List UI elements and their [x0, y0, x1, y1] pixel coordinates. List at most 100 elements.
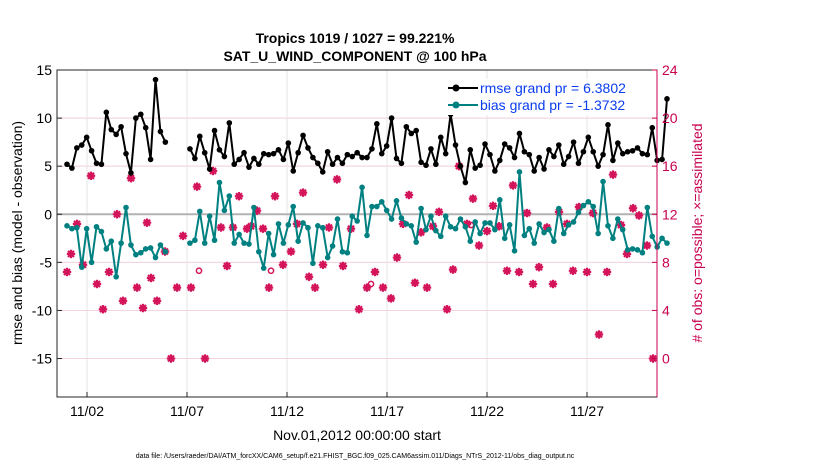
bias-point — [452, 225, 459, 232]
bias-point — [541, 229, 547, 236]
obs-assimilated-marker — [474, 241, 484, 250]
rmse-point — [78, 142, 85, 148]
obs-assimilated-marker — [62, 267, 72, 277]
obs-assimilated-marker — [132, 283, 142, 292]
bias-point — [639, 249, 646, 256]
x-axis-label: Nov.01,2012 00:00:00 start — [273, 427, 441, 443]
bias-point — [624, 247, 631, 253]
obs-assimilated-marker — [508, 181, 518, 190]
legend-bias-marker — [452, 101, 460, 109]
rmse-point — [88, 147, 95, 154]
bias-point — [378, 198, 385, 205]
rmse-point — [226, 120, 233, 126]
obs-assimilated-marker — [264, 283, 274, 292]
y2-tick-label: 8 — [662, 254, 670, 270]
bias-point — [521, 232, 528, 239]
data-file-footnote: data file: /Users/raeder/DAI/ATM_forcXX/… — [136, 453, 575, 460]
obs-assimilated-marker — [166, 354, 176, 363]
obs-assimilated-marker — [118, 296, 128, 306]
obs-assimilated-marker — [354, 305, 364, 314]
bias-point — [556, 205, 562, 212]
bias-point — [78, 264, 85, 270]
obs-assimilated-marker — [200, 354, 210, 363]
obs-assimilated-marker — [332, 175, 342, 184]
rmse-point — [501, 141, 508, 147]
bias-point — [290, 203, 297, 210]
obs-assimilated-marker — [378, 283, 388, 292]
rmse-point — [590, 148, 597, 155]
rmse-point — [629, 147, 636, 154]
rmse-point — [290, 168, 297, 174]
y2-tick-label: 4 — [662, 302, 670, 318]
x-tick-label: 11/07 — [170, 403, 204, 419]
bias-point — [113, 273, 119, 280]
rmse-point — [157, 128, 164, 135]
bias-point — [64, 223, 70, 229]
rmse-point — [108, 126, 115, 133]
bias-point — [565, 222, 572, 228]
bias-point — [398, 215, 405, 221]
rmse-point — [565, 153, 572, 160]
bias-point — [147, 245, 154, 251]
bias-point — [305, 224, 311, 231]
rmse-point — [615, 140, 621, 146]
rmse-point — [275, 147, 282, 153]
bias-point — [595, 230, 601, 237]
rmse-point — [610, 157, 616, 164]
rmse-point — [329, 161, 336, 168]
rmse-point — [187, 146, 193, 152]
bias-point — [349, 213, 356, 219]
bias-point — [251, 204, 257, 211]
rmse-point — [418, 159, 424, 166]
rmse-point — [354, 149, 360, 156]
rmse-point — [541, 166, 547, 172]
bias-point — [364, 232, 370, 239]
y2-tick-label: 20 — [662, 110, 678, 126]
obs-assimilated-marker — [482, 226, 492, 236]
rmse-point — [83, 134, 90, 141]
obs-assimilated-marker — [442, 305, 452, 314]
obs-assimilated-marker — [502, 266, 512, 275]
y2-tick-label: 0 — [662, 351, 670, 367]
bias-point — [226, 193, 233, 199]
bias-point — [659, 235, 665, 242]
rmse-point — [462, 179, 469, 186]
obs-assimilated-marker — [488, 201, 498, 211]
bias-point — [196, 208, 203, 215]
obs-assimilated-marker — [594, 330, 604, 339]
bias-point — [270, 251, 277, 258]
bias-point — [560, 230, 567, 237]
rmse-point — [236, 156, 242, 163]
y-tick-label: 10 — [36, 110, 52, 126]
rmse-point — [64, 161, 70, 168]
rmse-point — [315, 160, 321, 167]
rmse-point — [103, 109, 110, 116]
obs-assimilated-marker — [178, 231, 188, 241]
rmse-point — [575, 160, 582, 167]
rmse-point — [433, 161, 439, 168]
rmse-point — [585, 134, 592, 141]
bias-point — [285, 222, 292, 228]
bias-point — [216, 179, 223, 186]
bias-point — [423, 226, 429, 233]
obs-assimilated-marker — [222, 261, 232, 271]
bias-point — [118, 240, 124, 246]
bias-point — [403, 221, 410, 227]
axis-ticks: 11/02 11/07 11/12 11/17 11/22 11/27 -15 -10 -5 0 5… — [32, 62, 678, 419]
rmse-point — [241, 149, 247, 156]
bias-series — [64, 169, 670, 280]
rmse-point — [398, 160, 405, 167]
bias-point — [236, 231, 242, 238]
rmse-point — [147, 156, 154, 163]
rmse-point — [369, 146, 375, 152]
bias-point — [610, 235, 616, 242]
bias-point — [206, 213, 213, 219]
obs-assimilated-marker — [234, 192, 244, 201]
bias-point — [74, 224, 80, 231]
obs-assimilated-marker — [534, 262, 544, 272]
rmse-point — [492, 168, 498, 174]
rmse-point — [378, 150, 385, 157]
rmse-point — [442, 150, 449, 157]
bias-point — [187, 240, 193, 246]
